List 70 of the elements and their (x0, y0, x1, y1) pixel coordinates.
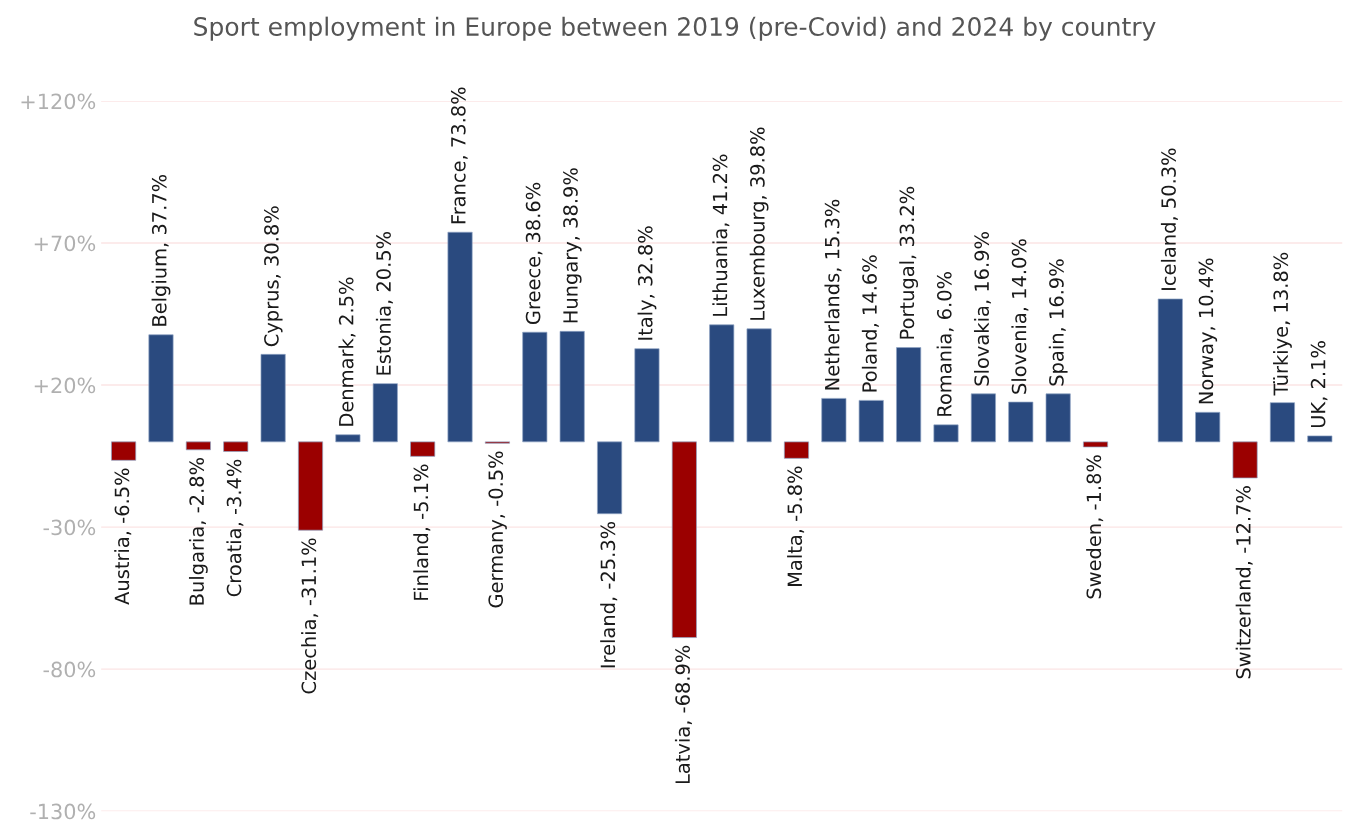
bar (111, 441, 137, 461)
data-label: Finland, -5.1% (413, 464, 431, 600)
bar (970, 393, 996, 443)
data-label: Germany, -0.5% (488, 451, 507, 608)
data-label: Croatia, -3.4% (226, 459, 244, 597)
bar (1157, 298, 1183, 443)
bar (1045, 393, 1071, 443)
bar (522, 331, 548, 443)
bar (858, 400, 884, 443)
data-label: Hungary, 38.9% (563, 168, 582, 323)
bar (821, 398, 847, 443)
bar (933, 424, 959, 443)
data-label: Slovenia, 14.0% (1011, 239, 1029, 394)
bar (372, 383, 398, 443)
bar (260, 354, 286, 443)
data-label: Spain, 16.9% (1048, 259, 1068, 386)
data-label: Austria, -6.5% (114, 468, 132, 605)
bar (896, 347, 922, 443)
bar (298, 441, 324, 531)
bar (746, 328, 772, 443)
data-label: Estonia, 20.5% (375, 231, 393, 375)
bar (1269, 402, 1295, 443)
data-label: Netherlands, 15.3% (824, 199, 842, 390)
bar (148, 334, 174, 443)
data-label: Romania, 6.0% (936, 272, 954, 416)
y-tick-label: -130% (30, 803, 96, 820)
bar (1083, 441, 1109, 448)
data-label: Greece, 38.6% (525, 182, 543, 325)
y-tick-label: +120% (21, 93, 96, 110)
bar (1307, 435, 1333, 443)
data-label: Malta, -5.8% (787, 466, 805, 586)
bar (223, 441, 249, 452)
data-label: Poland, 14.6% (861, 255, 879, 392)
data-label: Italy, 32.8% (637, 226, 657, 340)
y-tick-label: -30% (43, 519, 96, 536)
bar (634, 348, 660, 443)
bar (1008, 401, 1034, 443)
bar (597, 441, 623, 515)
data-label: Sweden, -1.8% (1086, 455, 1104, 599)
bar (783, 441, 809, 459)
chart-title: Sport employment in Europe between 2019 (pre-Covid) and 2024 by country (194, 16, 1156, 41)
bar (1232, 441, 1258, 479)
data-label: Portugal, 33.2% (899, 186, 919, 339)
data-label: Switzerland, -12.7% (1235, 486, 1253, 679)
bar (447, 231, 473, 443)
data-label: Ireland, -25.3% (600, 521, 618, 668)
data-label: Belgium, 37.7% (151, 174, 171, 326)
data-label: Türkiye, 13.8% (1273, 252, 1292, 396)
data-label: France, 73.8% (450, 87, 468, 224)
bar (410, 441, 436, 457)
data-label: Bulgaria, -2.8% (188, 457, 208, 605)
data-label: UK, 2.1% (1310, 341, 1328, 428)
data-label: Czechia, -31.1% (301, 538, 319, 694)
bar (671, 441, 697, 638)
bar (709, 324, 735, 443)
data-label: Slovakia, 16.9% (973, 232, 992, 386)
bar (335, 434, 361, 443)
bar (185, 441, 211, 451)
data-label: Iceland, 50.3% (1160, 148, 1178, 290)
y-tick-label: +20% (34, 377, 96, 394)
data-label: Denmark, 2.5% (338, 277, 356, 426)
data-label: Latvia, -68.9% (674, 645, 692, 784)
data-label: Norway, 10.4% (1198, 258, 1218, 404)
data-label: Cyprus, 30.8% (264, 206, 283, 347)
y-tick-label: +70% (34, 235, 96, 252)
data-label: Lithuania, 41.2% (712, 154, 730, 316)
y-tick-label: -80% (43, 661, 96, 678)
data-label: Luxembourg, 39.8% (749, 127, 769, 320)
bar (1195, 411, 1221, 443)
bar (559, 331, 585, 443)
